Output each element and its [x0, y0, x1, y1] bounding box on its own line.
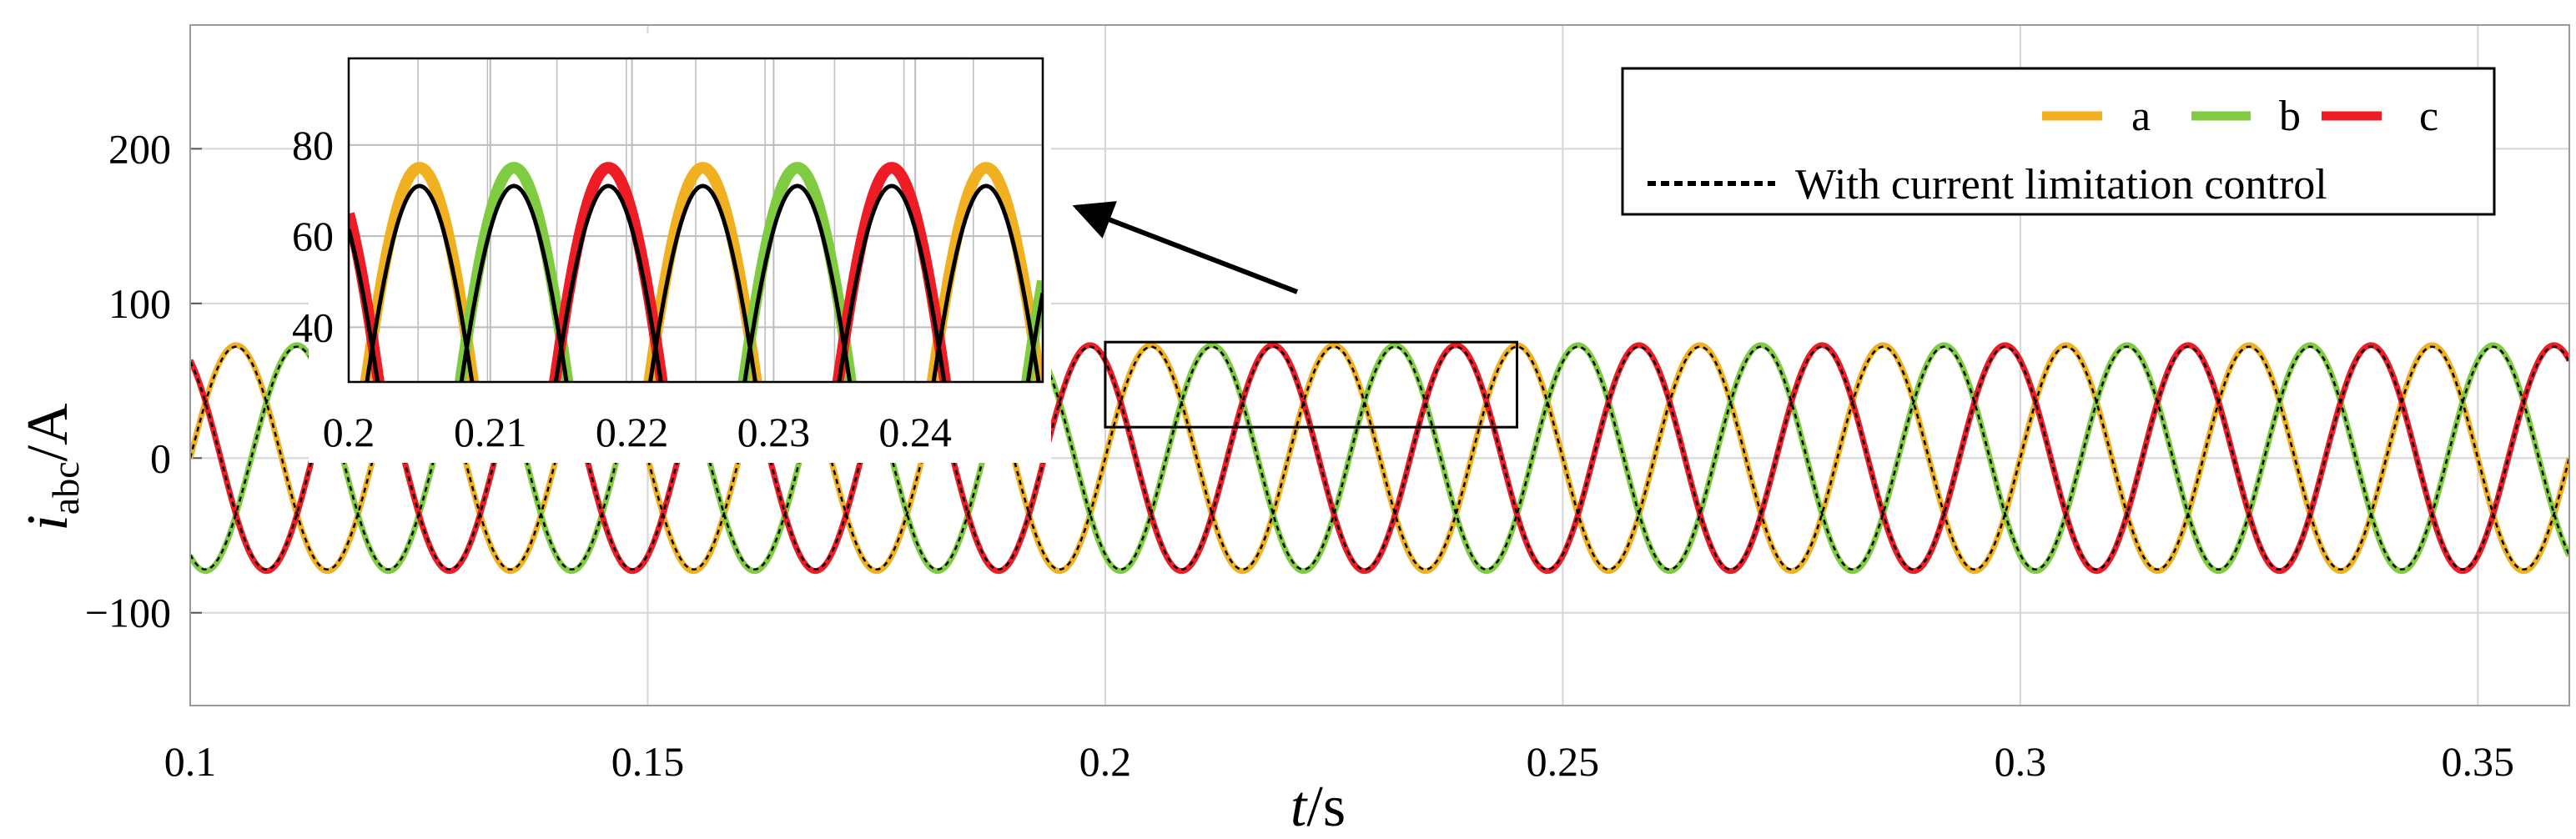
- y-tick-label: 100: [108, 280, 171, 327]
- legend-label-controlled: With current limitation control: [1795, 161, 2327, 208]
- x-axis-title: t/s: [1291, 775, 1346, 835]
- main-curves: [190, 342, 2569, 575]
- inset-curves: [349, 162, 1043, 382]
- x-tick-label: 0.2: [1079, 738, 1132, 785]
- legend-label-c: c: [2419, 93, 2438, 140]
- inset-x-tick-label: 0.22: [596, 409, 669, 455]
- plot-frame: [189, 24, 2570, 706]
- zoom-arrow: [1072, 201, 1299, 294]
- legend-label-a: a: [2131, 93, 2151, 140]
- inset-x-tick-label: 0.24: [878, 409, 952, 455]
- inset-y-tick-labels: 80 60 40: [292, 122, 334, 351]
- x-tick-label: 0.3: [1995, 738, 2047, 785]
- y-tick-label: 200: [108, 125, 171, 172]
- series-line-controlled-a: [190, 345, 2569, 571]
- inset-x-tick-label: 0.23: [737, 409, 811, 455]
- zoom-box: [1104, 340, 1519, 429]
- x-tick-label: 0.35: [2442, 738, 2515, 785]
- inset-series-line-controlled-c: [349, 183, 947, 382]
- inset-x-tick-labels: 0.2 0.21 0.22 0.23 0.24: [323, 409, 952, 455]
- x-tick-label: 0.15: [611, 738, 685, 785]
- y-tick-label: −100: [85, 590, 171, 636]
- x-tick-label: 0.1: [164, 738, 217, 785]
- y-axis-title: iabc/A: [16, 403, 87, 531]
- inset-series-line-controlled-a: [365, 183, 1041, 382]
- inset-y-tick-label: 60: [292, 213, 334, 259]
- inset-y-tick-label: 40: [292, 304, 334, 350]
- y-tick-label: 0: [150, 435, 171, 481]
- inset-x-tick-label: 0.21: [454, 409, 527, 455]
- inset-series-line-c: [349, 162, 952, 382]
- inset-series-line-controlled-b: [459, 183, 1043, 382]
- legend-label-b: b: [2279, 93, 2301, 140]
- inset-y-tick-label: 80: [292, 122, 334, 168]
- inset-x-tick-label: 0.2: [323, 409, 375, 455]
- legend: a b c With current limitation control: [1621, 67, 2496, 216]
- y-tick-labels: 200 100 0 −100: [85, 125, 171, 636]
- x-tick-labels: 0.1 0.15 0.2 0.25 0.3 0.35: [164, 738, 2514, 785]
- series-line-controlled-b: [190, 345, 2569, 571]
- x-tick-label: 0.25: [1527, 738, 1600, 785]
- inset-chart: 0.2 0.21 0.22 0.23 0.24 80 60 40: [292, 33, 1051, 463]
- series-line-controlled-c: [190, 345, 2569, 571]
- legend-box: [1621, 67, 2496, 216]
- inset-frame: [347, 57, 1044, 384]
